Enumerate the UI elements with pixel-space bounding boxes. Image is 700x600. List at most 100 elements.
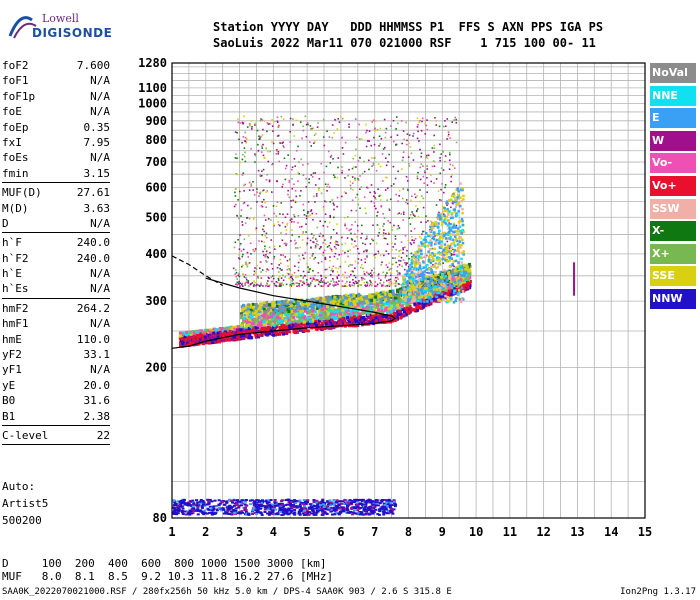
echo-point [440, 278, 444, 282]
echo-point [175, 504, 179, 507]
echo-point [362, 311, 366, 315]
echo-point [373, 307, 377, 311]
echo-point [237, 506, 241, 509]
param-value: N/A [90, 267, 110, 281]
echo-point [324, 239, 326, 241]
echo-point [318, 187, 320, 189]
echo-point [407, 295, 411, 299]
echo-point [197, 503, 201, 506]
echo-point [191, 503, 195, 506]
echo-point [279, 314, 283, 318]
echo-point [466, 280, 470, 284]
echo-point [299, 322, 303, 326]
echo-point [357, 297, 361, 301]
echo-point [386, 504, 390, 507]
echo-point [322, 316, 326, 320]
echo-point [343, 319, 347, 323]
echo-point [451, 278, 455, 282]
echo-point [288, 301, 292, 305]
echo-point [363, 307, 367, 311]
echo-point [262, 154, 265, 157]
echo-point [378, 502, 382, 505]
echo-point [321, 498, 325, 501]
echo-point [332, 308, 336, 312]
echo-point [311, 176, 314, 178]
echo-point [318, 235, 321, 238]
echo-point [287, 512, 291, 515]
echo-point [372, 162, 375, 165]
echo-point [235, 271, 238, 274]
echo-point [226, 508, 230, 511]
echo-point [333, 295, 337, 299]
param-value: 7.95 [83, 135, 111, 149]
echo-point [320, 500, 324, 503]
echo-point [254, 509, 258, 512]
echo-point [258, 240, 260, 242]
echo-point [177, 503, 181, 506]
echo-point [351, 506, 355, 509]
echo-point [321, 310, 325, 314]
echo-point [321, 509, 325, 512]
echo-point [307, 513, 311, 516]
echo-point [281, 186, 284, 188]
echo-point [188, 341, 192, 345]
echo-point [280, 305, 284, 309]
echo-point [417, 215, 420, 218]
echo-point [290, 500, 294, 503]
echo-point [363, 160, 365, 163]
echo-point [462, 280, 466, 284]
echo-point [336, 282, 339, 285]
echo-point [232, 509, 236, 512]
echo-point [196, 509, 200, 512]
echo-point [323, 313, 327, 317]
echo-point [258, 303, 262, 307]
echo-point [435, 287, 439, 291]
echo-point [307, 511, 311, 514]
echo-point [226, 336, 230, 340]
echo-point [339, 295, 343, 299]
echo-point [368, 313, 372, 317]
echo-point [379, 297, 383, 301]
echo-point [311, 303, 315, 307]
echo-point [381, 290, 385, 294]
echo-point [330, 154, 333, 157]
echo-point [261, 134, 264, 136]
echo-point [265, 329, 269, 333]
echo-point [298, 503, 302, 506]
echo-point [290, 275, 293, 278]
echo-point [424, 122, 426, 125]
echo-point [366, 301, 370, 305]
echo-point [314, 238, 317, 240]
echo-point [308, 178, 311, 180]
echo-point [276, 313, 280, 317]
echo-point [222, 508, 226, 511]
echo-point [184, 502, 188, 505]
echo-point [233, 335, 237, 339]
param-row: h`F2 240.0 [2, 251, 112, 266]
echo-point [288, 179, 291, 182]
echo-point [338, 314, 342, 318]
echo-point [317, 321, 321, 325]
echo-point [336, 314, 340, 318]
echo-point [361, 307, 365, 311]
echo-point [373, 271, 375, 274]
echo-point [240, 313, 244, 317]
echo-point [375, 303, 379, 307]
echo-point [356, 499, 360, 502]
echo-point [391, 301, 395, 305]
echo-point [335, 309, 339, 313]
echo-point [355, 209, 358, 212]
echo-point [274, 316, 278, 320]
echo-point [427, 276, 431, 280]
echo-point [353, 500, 357, 503]
echo-point [362, 506, 366, 509]
echo-point [384, 314, 388, 318]
echo-point [279, 327, 283, 331]
echo-point [335, 297, 339, 301]
echo-point [349, 312, 353, 316]
echo-point [353, 233, 356, 235]
echo-point [262, 316, 266, 320]
echo-point [260, 500, 264, 503]
param-row: MUF(D) 27.61 [2, 185, 112, 200]
echo-point [392, 508, 396, 511]
